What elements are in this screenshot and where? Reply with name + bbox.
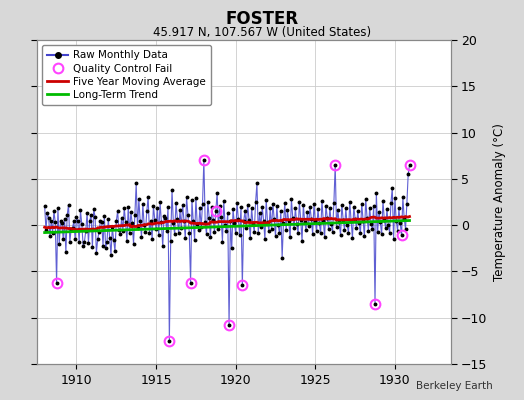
Text: FOSTER: FOSTER	[225, 10, 299, 28]
Y-axis label: Temperature Anomaly (°C): Temperature Anomaly (°C)	[493, 123, 506, 281]
Text: Berkeley Earth: Berkeley Earth	[416, 381, 493, 391]
Text: 45.917 N, 107.567 W (United States): 45.917 N, 107.567 W (United States)	[153, 26, 371, 39]
Legend: Raw Monthly Data, Quality Control Fail, Five Year Moving Average, Long-Term Tren: Raw Monthly Data, Quality Control Fail, …	[42, 45, 211, 105]
